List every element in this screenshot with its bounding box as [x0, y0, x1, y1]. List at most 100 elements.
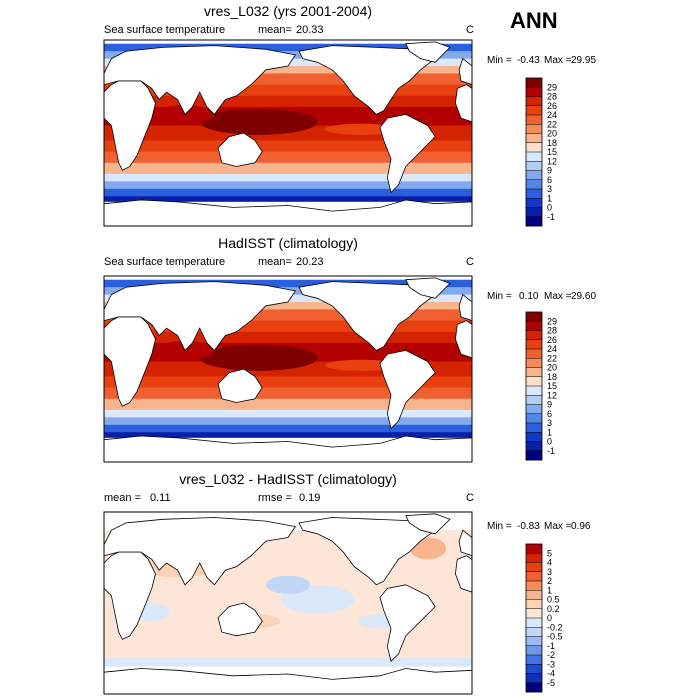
colorbar-tick-label: 0	[547, 437, 552, 447]
colorbar-box	[526, 450, 542, 461]
land-africaW	[454, 555, 472, 593]
colorbar-tick-label: -4	[547, 669, 555, 679]
colorbar-tick-label: -0.2	[547, 622, 563, 632]
panel-3-max-label: Max =	[544, 521, 572, 532]
land-australia	[217, 132, 263, 167]
panel-1-units: C	[466, 24, 474, 36]
panel-2-max-label: Max =	[544, 291, 572, 302]
panel-2-units: C	[466, 256, 474, 268]
panel-1-title: vres_L032 (yrs 2001-2004)	[203, 3, 373, 19]
colorbar-tick-label: -0.5	[547, 632, 563, 642]
land-greenland	[405, 41, 451, 63]
sst-band	[104, 331, 472, 344]
colorbar-box	[526, 553, 542, 563]
colorbar-tick-label: 1	[547, 427, 552, 437]
sst-band	[104, 73, 472, 86]
colorbar-tick-label: 18	[547, 138, 557, 148]
warm-pool	[199, 108, 318, 135]
panel-1-mean-label: mean=	[258, 24, 292, 36]
panel-3-title: vres_L032 - HadISST (climatology)	[179, 471, 397, 487]
colorbar-tick-label: 26	[547, 335, 557, 345]
sst-band	[104, 84, 472, 97]
panel-2-min-label: Min =	[487, 291, 512, 302]
colorbar-box	[526, 349, 542, 359]
colorbar-tick-label: 22	[547, 119, 557, 129]
colorbar-tick-label: 12	[547, 390, 557, 400]
land-antarctica	[104, 199, 472, 226]
panel-3-mean-label: mean =	[104, 492, 141, 504]
colorbar-box	[526, 142, 542, 153]
sst-band	[104, 40, 472, 45]
sst-band	[104, 279, 472, 288]
colorbar-tick-label: 0.5	[547, 595, 560, 605]
colorbar-tick-label: 12	[547, 156, 557, 166]
colorbar-box	[526, 386, 542, 396]
colorbar-box	[526, 590, 542, 600]
colorbar-tick-label: -5	[547, 678, 555, 688]
diff-patch	[265, 575, 311, 594]
colorbar-tick-label: 1	[547, 193, 552, 203]
colorbar-tick-label: -1	[547, 446, 555, 456]
land-africaW	[454, 320, 472, 359]
colorbar-box	[526, 339, 542, 350]
land-antarctica	[104, 435, 472, 462]
sst-band	[104, 188, 472, 197]
colorbar-tick-label: 29	[547, 82, 557, 92]
colorbar-tick-label: 28	[547, 92, 557, 102]
colorbar-tick-label: -1	[547, 212, 555, 222]
season-label: ANN	[510, 8, 558, 33]
diff-southern-band	[104, 657, 472, 667]
colorbar-box	[526, 78, 542, 88]
colorbar-tick-label: 18	[547, 372, 557, 382]
land-africaW	[454, 84, 472, 123]
colorbar-box	[526, 189, 542, 199]
land-europeW	[458, 57, 472, 86]
colorbar-box	[526, 367, 542, 378]
colorbar-tick-label: 24	[547, 344, 557, 354]
colorbar-tick-label: 15	[547, 147, 557, 157]
colorbar-box	[526, 441, 542, 452]
colorbar-tick-label: 9	[547, 166, 552, 176]
panel-1-min-label: Min =	[487, 55, 512, 66]
colorbar-box	[526, 571, 542, 582]
panel-1-min-value: -0.43	[517, 55, 540, 66]
colorbar-box	[526, 312, 542, 322]
colorbar-box	[526, 581, 542, 591]
colorbar-box	[526, 170, 542, 181]
colorbar-box	[526, 152, 542, 162]
colorbar-tick-label: 24	[547, 110, 557, 120]
colorbar-tick-label: 0.2	[547, 604, 560, 614]
colorbar-box	[526, 330, 542, 341]
colorbar-tick-label: 22	[547, 353, 557, 363]
colorbar-box	[526, 413, 542, 424]
colorbar-box	[526, 664, 542, 674]
map-panel-3	[103, 511, 473, 695]
panel-3-rmse-value: 0.19	[299, 492, 321, 504]
land-antarctica	[104, 668, 472, 694]
colorbar-tick-label: -3	[547, 659, 555, 669]
sst-band	[104, 309, 472, 322]
colorbar-box	[526, 432, 542, 442]
colorbar-tick-label: -1	[547, 641, 555, 651]
land-europeW	[458, 529, 472, 557]
colorbar-box	[526, 216, 542, 227]
sst-band	[104, 181, 472, 190]
sst-band	[104, 432, 472, 439]
panel-1-variable-label: Sea surface temperature	[104, 24, 226, 36]
sst-band	[104, 409, 472, 418]
colorbar-box	[526, 124, 542, 134]
colorbar-tick-label: 3	[547, 567, 552, 577]
colorbar-box	[526, 161, 542, 171]
panel-2-variable-label: Sea surface temperature	[104, 256, 226, 268]
land-africa	[104, 316, 156, 407]
land-southAmerica	[379, 349, 436, 430]
colorbar-box	[526, 207, 542, 218]
panel-1-max-value: 29.95	[571, 55, 597, 66]
sst-band	[104, 276, 472, 281]
warm-pool	[199, 344, 318, 371]
colorbar-tick-label: 20	[547, 129, 557, 139]
sst-band	[104, 66, 472, 74]
